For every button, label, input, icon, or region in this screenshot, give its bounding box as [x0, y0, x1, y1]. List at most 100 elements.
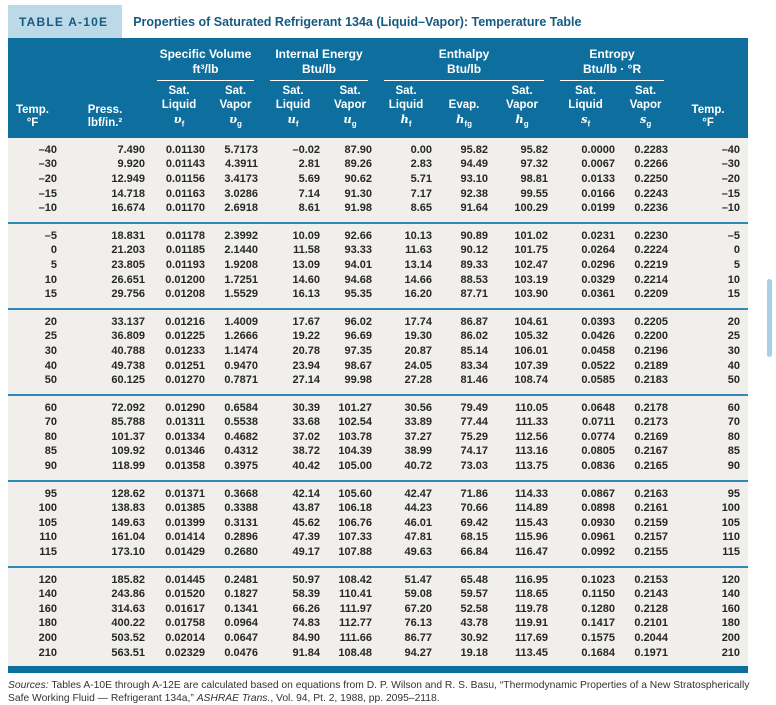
cell: 37.02: [292, 430, 320, 443]
cell: 50.97: [292, 573, 320, 586]
table-label: TABLE A-10E: [8, 5, 123, 38]
cell: 60: [727, 401, 741, 414]
cell: 0.0329: [581, 273, 616, 286]
cell: 94.68: [344, 273, 373, 286]
cell: 111.97: [339, 602, 373, 615]
cell: 115.96: [515, 531, 549, 544]
table-row: 0 21.203 0.01185 2.1440 11.58 93.33 11.63 90.12…: [8, 243, 748, 258]
cell: 50: [727, 374, 741, 387]
cell: 27.28: [404, 374, 433, 387]
cell: 95: [727, 487, 741, 500]
cell: 119.91: [515, 617, 549, 630]
cell: 20.87: [404, 344, 433, 357]
group-header-row: Specific Volume ft³/lb Internal Energy Btu…: [8, 38, 749, 81]
cell: 38.72: [292, 445, 320, 458]
cell: 58.39: [292, 588, 320, 601]
cell: 77.44: [460, 416, 489, 429]
column-header-row: Temp. °F Press. lbf/in.² Sat. Liquid υf Sat. Vap…: [8, 81, 749, 138]
cell: 105: [38, 516, 57, 529]
cell: 0.2155: [634, 546, 669, 559]
cell: 0.2044: [634, 632, 669, 645]
cell: 0.2173: [634, 416, 669, 429]
cell: 120: [38, 573, 57, 586]
cell: 90: [727, 460, 741, 473]
group-entropy: Entropy Btu/lb · °R: [556, 38, 677, 81]
cell: 47.81: [404, 531, 433, 544]
cell: 0.2283: [634, 143, 669, 156]
cell: 90.89: [460, 229, 489, 242]
cell: 0: [50, 244, 57, 257]
cell: 0.0648: [581, 401, 616, 414]
cell: 71.86: [460, 487, 489, 500]
cell: 0.0166: [581, 187, 616, 200]
table-row: 90 118.99 0.01358 0.3975 40.42 105.00 40.72 73.…: [8, 459, 748, 481]
cell: 5.69: [298, 172, 320, 185]
cell: 85: [727, 445, 741, 458]
table-row: 110 161.04 0.01414 0.2896 47.39 107.33 47.81 68…: [8, 530, 748, 545]
cell: 93.10: [460, 172, 489, 185]
cell: 40.72: [404, 460, 433, 473]
cell: 0.2165: [634, 460, 669, 473]
cell: 563.51: [111, 646, 145, 659]
cell: 68.15: [460, 531, 489, 544]
table-row: 30 40.788 0.01233 1.1474 20.78 97.35 20.87 85.1…: [8, 344, 748, 359]
cell: 10.09: [292, 229, 320, 242]
cell: 0.1341: [224, 602, 258, 615]
column-header-v-f: Sat. Liquid υf: [153, 81, 213, 138]
cell: 96.69: [344, 330, 373, 343]
column-header-temp-f-left: Temp. °F: [8, 81, 65, 138]
cell: 2.3992: [224, 229, 258, 242]
cell: 0.7871: [224, 374, 258, 387]
cell: 0.3131: [224, 516, 258, 529]
cell: 81.46: [460, 374, 489, 387]
cell: 160: [721, 602, 741, 615]
cell: –15: [38, 187, 57, 200]
cell: 38.99: [404, 445, 433, 458]
table-row: 85 109.92 0.01346 0.4312 38.72 104.39 38.99 74.…: [8, 444, 748, 459]
table-bottom-bar: [8, 666, 748, 674]
cell: 138.83: [111, 502, 145, 515]
cell: 1.1474: [224, 344, 258, 357]
cell: 0.2224: [634, 244, 669, 257]
cell: 0.0647: [224, 632, 258, 645]
cell: 0.01429: [165, 546, 205, 559]
cell: 114.33: [515, 487, 549, 500]
symbol-s-g: sg: [639, 112, 652, 129]
cell: 0.01290: [165, 401, 205, 414]
cell: 27.14: [292, 374, 320, 387]
cell: 0.0522: [581, 359, 616, 372]
cell: 0.2200: [634, 330, 669, 343]
table-row: –20 12.949 0.01156 3.4173 5.69 90.62 5.71 93.10…: [8, 172, 748, 187]
cell: 29.756: [111, 288, 145, 301]
cell: 85.14: [460, 344, 489, 357]
cell: 0.1150: [582, 588, 616, 601]
cell: 42.47: [404, 487, 433, 500]
cell: 10: [44, 273, 57, 286]
cell: 95.82: [460, 143, 489, 156]
cell: 112.77: [338, 617, 373, 630]
cell: 0.01311: [165, 416, 205, 429]
column-header-h-g: Sat. Vapor hg: [496, 81, 557, 138]
cell: 180: [721, 617, 741, 630]
table-title-bar: TABLE A-10E Properties of Saturated Refr…: [8, 5, 776, 38]
cell: 16.13: [292, 288, 320, 301]
scrollbar-thumb[interactable]: [767, 279, 772, 357]
cell: 89.26: [344, 158, 373, 171]
table-row: 160 314.63 0.01617 0.1341 66.26 111.97 67.20 52…: [8, 602, 748, 617]
cell: 80: [44, 430, 57, 443]
cell: 17.74: [404, 315, 433, 328]
cell: 1.4009: [224, 315, 258, 328]
cell: 106.18: [338, 502, 373, 515]
cell: 8.61: [298, 202, 320, 215]
cell: 210: [38, 646, 57, 659]
cell: 25: [44, 330, 57, 343]
symbol-v-g: υg: [229, 112, 242, 129]
cell: 0.01520: [165, 588, 205, 601]
sources-label: Sources:: [8, 680, 49, 692]
cell: –20: [721, 172, 741, 185]
cell: 173.10: [111, 546, 145, 559]
cell: 0.2101: [634, 617, 669, 630]
cell: 0.0067: [581, 158, 616, 171]
cell: 0.01208: [165, 288, 205, 301]
cell: 25: [727, 330, 741, 343]
